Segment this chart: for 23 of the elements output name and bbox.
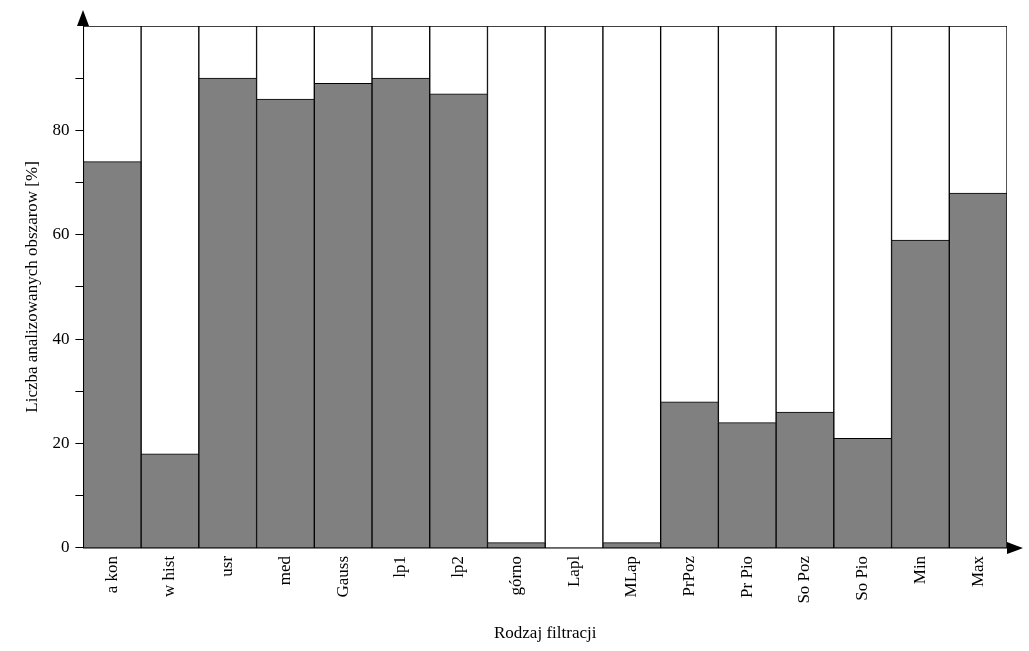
x-tick-label: górno [505,555,525,596]
x-tick-label: a kon [101,555,121,594]
x-tick-label: Min [909,555,929,585]
y-tick-label: 20 [52,432,70,452]
y-tick-label: 60 [52,224,70,244]
y-tick-label: 0 [60,537,70,557]
x-axis-title: Rodzaj filtracji [493,623,597,643]
y-tick-label: 40 [52,328,70,348]
y-tick-label: 80 [52,119,70,139]
x-tick-label: w hist [159,555,179,597]
x-tick-label: usr [217,555,237,577]
x-tick-label: Pr Pio [736,555,756,598]
x-tick-label: lp1 [390,555,410,578]
y-axis-title: Liczba analizowanych obszarow [%] [21,161,41,413]
x-tick-label: Gauss [332,555,352,598]
x-tick-label: So Poz [794,555,814,604]
x-tick-label: lp2 [448,555,468,578]
x-tick-label: PrPoz [678,555,698,597]
x-tick-label: Max [967,555,987,588]
x-tick-label: So Pio [852,555,872,601]
x-tick-label: MLap [621,555,641,598]
x-tick-label: Lapl [563,555,583,588]
x-tick-label: med [274,555,294,586]
